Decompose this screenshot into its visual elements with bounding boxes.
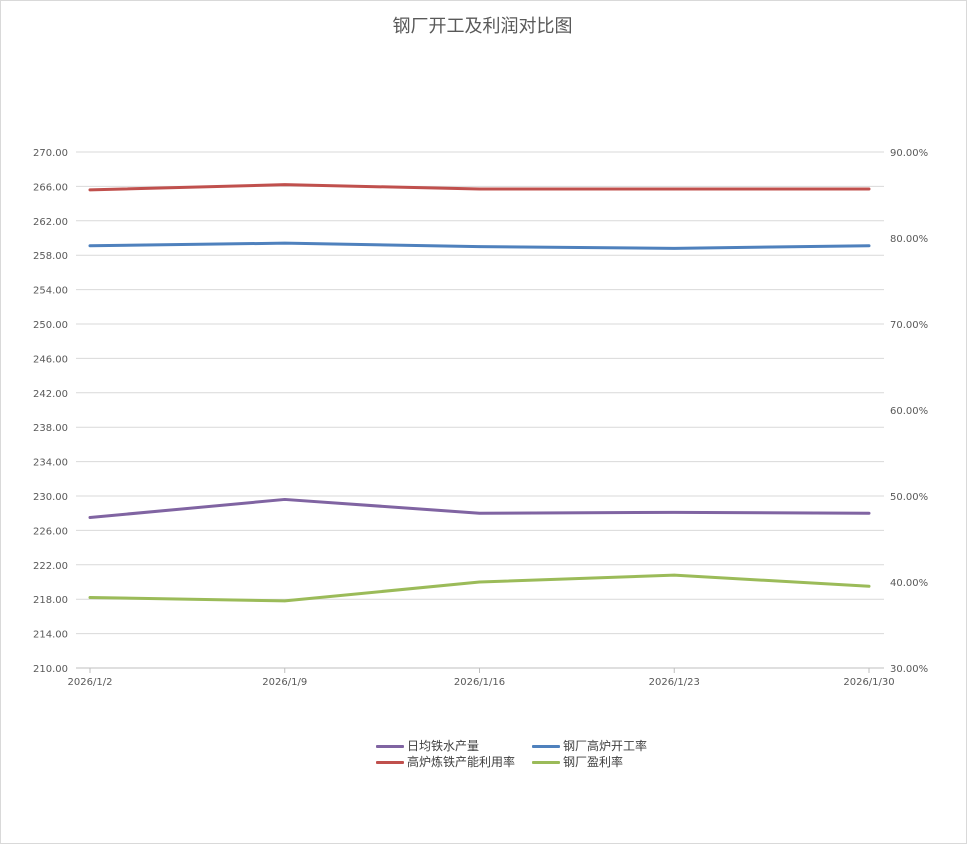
legend-item-blast-furnace-rate: 钢厂高炉开工率 (532, 738, 647, 754)
data-point (283, 498, 286, 501)
y-left-tick-label: 246.00 (33, 354, 68, 365)
data-point (673, 573, 676, 577)
y-right-tick-label: 50.00% (890, 492, 928, 503)
legend-item-capacity-utilization: 高炉炼铁产能利用率 (376, 754, 515, 770)
y-left-tick-label: 254.00 (33, 286, 68, 297)
y-right-tick-label: 30.00% (890, 664, 928, 675)
data-point (283, 599, 286, 603)
data-point (478, 245, 481, 248)
data-point (478, 512, 481, 515)
data-point (867, 585, 871, 588)
y-left-tick-label: 230.00 (33, 492, 68, 503)
data-point (867, 187, 871, 191)
y-left-tick-label: 250.00 (33, 320, 68, 331)
y-left-tick-label: 262.00 (33, 217, 68, 228)
y-left-tick-label: 222.00 (33, 561, 68, 572)
data-point (673, 247, 676, 250)
legend-swatch (376, 761, 404, 764)
legend-label: 高炉炼铁产能利用率 (407, 755, 516, 769)
y-right-tick-label: 80.00% (890, 234, 928, 245)
y-left-tick-label: 214.00 (33, 630, 68, 641)
y-right-tick-label: 60.00% (890, 406, 928, 417)
data-point (88, 188, 92, 192)
y-left-tick-label: 210.00 (33, 664, 68, 675)
x-tick-label: 2026/1/9 (262, 677, 307, 688)
data-point (283, 241, 286, 245)
legend-item-daily-iron-output: 日均铁水产量 (376, 738, 479, 754)
x-tick-label: 2026/1/16 (454, 677, 505, 688)
data-point (867, 244, 871, 247)
legend-swatch (532, 745, 560, 748)
y-right-tick-label: 40.00% (890, 578, 928, 589)
y-left-tick-label: 242.00 (33, 389, 68, 400)
y-left-tick-label: 234.00 (33, 458, 68, 469)
data-point (88, 516, 92, 519)
x-tick-label: 2026/1/23 (649, 677, 700, 688)
series-line-0 (88, 497, 871, 519)
legend-label: 日均铁水产量 (407, 739, 480, 753)
y-left-tick-label: 238.00 (33, 423, 68, 434)
series-line-3 (88, 573, 871, 603)
y-left-tick-label: 226.00 (33, 526, 68, 537)
data-point (88, 596, 92, 599)
y-left-tick-label: 266.00 (33, 182, 68, 193)
legend-item-profitability-rate: 钢厂盈利率 (532, 754, 623, 770)
y-right-tick-label: 90.00% (890, 148, 928, 159)
y-left-tick-label: 218.00 (33, 595, 68, 606)
x-tick-label: 2026/1/30 (843, 677, 894, 688)
data-point (88, 244, 92, 247)
x-tick-label: 2026/1/2 (68, 677, 113, 688)
data-point (673, 187, 676, 191)
chart-title: 钢厂开工及利润对比图 (392, 16, 573, 37)
data-point (283, 183, 286, 186)
legend-label: 钢厂盈利率 (563, 755, 624, 769)
legend-label: 钢厂高炉开工率 (563, 739, 648, 753)
data-point (673, 511, 676, 514)
legend-swatch (376, 745, 404, 748)
y-right-tick-label: 70.00% (890, 320, 928, 331)
legend-swatch (532, 761, 560, 764)
data-point (867, 512, 871, 515)
y-left-tick-label: 270.00 (33, 148, 68, 159)
data-point (478, 187, 481, 191)
y-left-tick-label: 258.00 (33, 251, 68, 262)
data-point (478, 580, 481, 584)
